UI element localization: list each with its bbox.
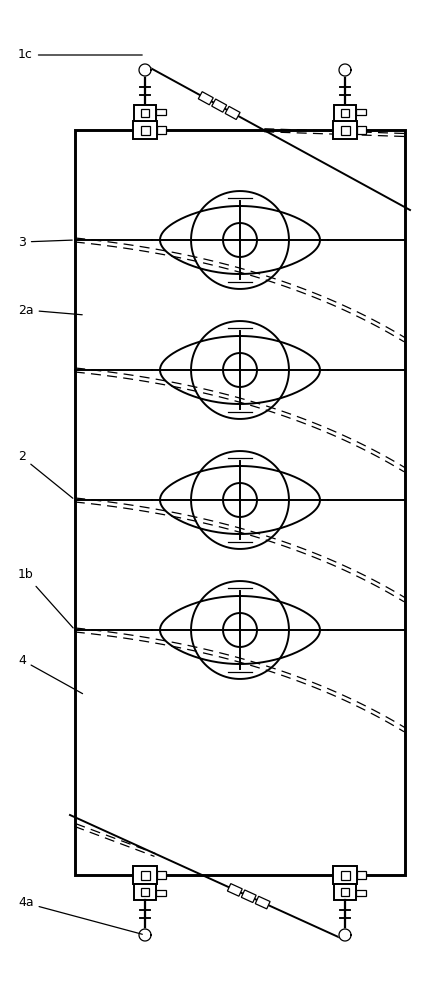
Bar: [333, 121, 357, 139]
Polygon shape: [139, 929, 151, 941]
Bar: [227, 884, 242, 896]
Polygon shape: [339, 64, 351, 76]
Bar: [157, 871, 166, 879]
Bar: [357, 871, 366, 879]
Polygon shape: [139, 64, 151, 76]
Bar: [225, 106, 240, 120]
Bar: [255, 896, 270, 909]
Bar: [141, 888, 149, 896]
Text: 4: 4: [18, 654, 83, 694]
Text: 1b: 1b: [18, 568, 73, 628]
Bar: [141, 109, 149, 117]
Bar: [341, 109, 349, 117]
Bar: [156, 109, 166, 115]
Text: 2: 2: [18, 450, 73, 498]
Text: 3: 3: [18, 235, 72, 248]
Bar: [75, 130, 405, 875]
Bar: [141, 125, 149, 134]
Bar: [334, 884, 356, 900]
Bar: [334, 105, 356, 121]
Bar: [333, 866, 357, 884]
Bar: [340, 870, 350, 880]
Bar: [212, 99, 227, 112]
Bar: [156, 890, 166, 896]
Bar: [198, 92, 213, 105]
Bar: [356, 109, 366, 115]
Text: 4a: 4a: [18, 896, 142, 934]
Polygon shape: [339, 929, 351, 941]
Bar: [157, 126, 166, 134]
Bar: [134, 105, 156, 121]
Bar: [141, 870, 149, 880]
Text: 1c: 1c: [18, 48, 142, 62]
Bar: [241, 890, 256, 903]
Bar: [133, 866, 157, 884]
Bar: [134, 884, 156, 900]
Bar: [357, 126, 366, 134]
Text: 2a: 2a: [18, 304, 82, 316]
Bar: [340, 125, 350, 134]
Bar: [356, 890, 366, 896]
Bar: [341, 888, 349, 896]
Bar: [133, 121, 157, 139]
